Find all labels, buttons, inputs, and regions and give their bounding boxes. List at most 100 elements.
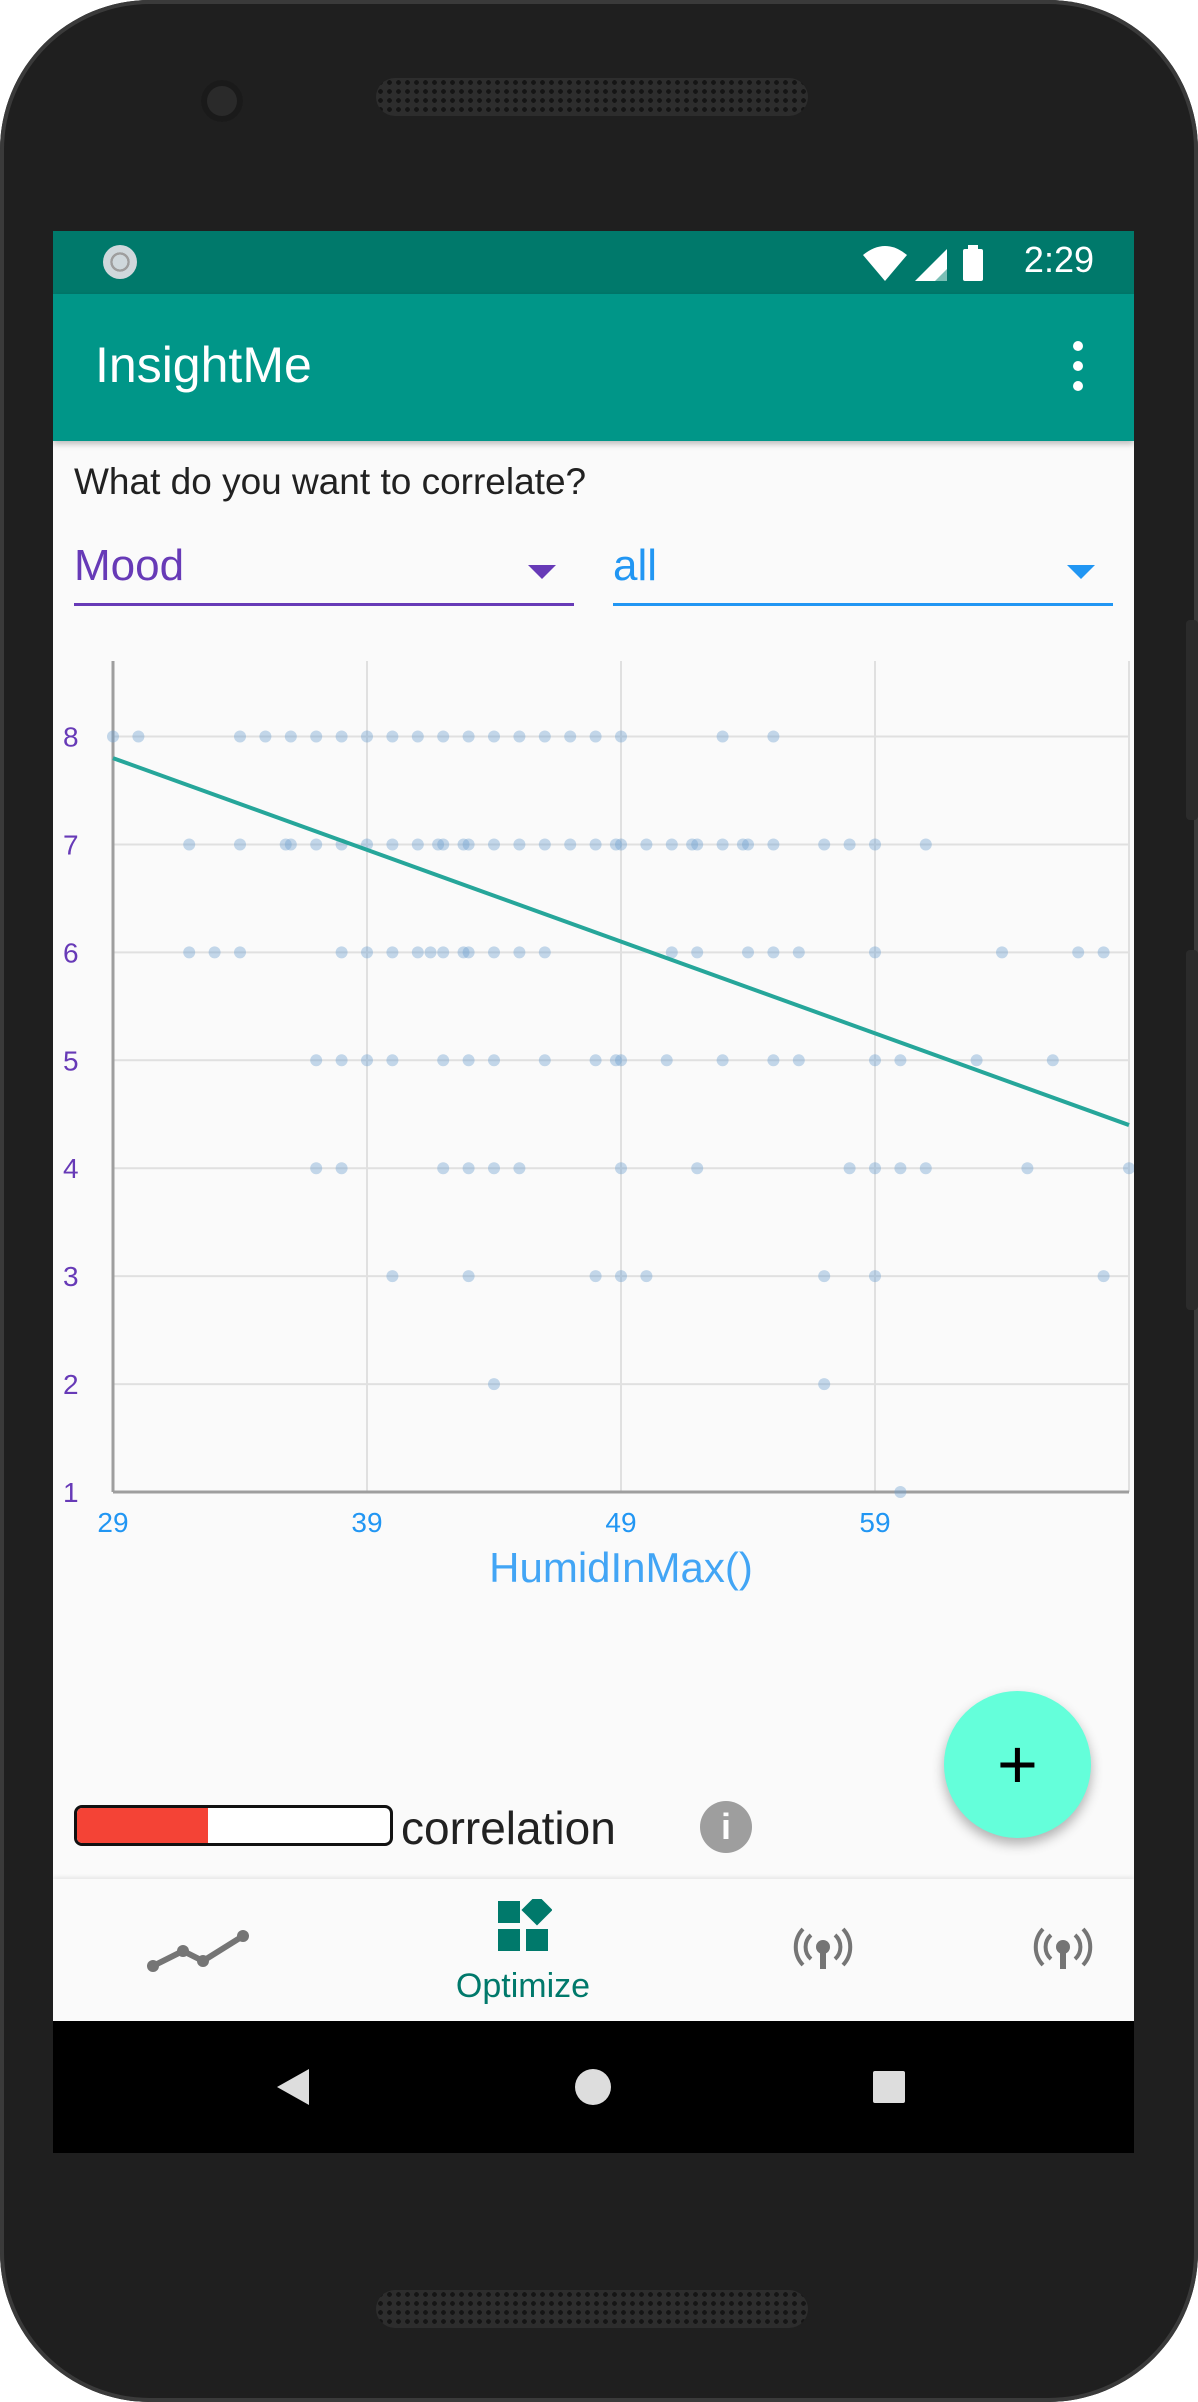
data-point [589,730,602,743]
correlation-label: correlation [401,1802,616,1854]
data-point [462,1162,475,1175]
correlation-bar [74,1805,393,1846]
data-point [742,838,754,851]
scatter-chart[interactable]: 1 2 3 4 5 6 7 8 29 39 49 59 HumidInMax() [53,651,1134,1731]
data-point [589,1054,602,1067]
data-point [1046,1054,1059,1067]
data-point [894,1486,907,1498]
data-point [437,838,450,851]
data-point [386,838,399,851]
y-tick-label: 6 [63,937,79,968]
signal-icon [915,249,947,281]
system-navigation-bar [53,2021,1134,2153]
nav-item-trend[interactable] [113,1879,293,2021]
data-point [488,730,500,743]
trend-icon [147,1930,249,1972]
data-point [615,730,627,743]
data-point [488,1378,500,1391]
data-point [488,946,500,959]
nav-item-broadcast-2[interactable] [973,1879,1134,2021]
nav-item-broadcast-1[interactable] [733,1879,913,2021]
data-point [589,1270,602,1283]
data-point [716,730,729,743]
data-point [1072,946,1085,959]
page-question: What do you want to correlate? [74,461,587,502]
data-point [310,1054,323,1067]
data-point [736,838,749,851]
data-point [284,730,297,743]
data-point [424,946,437,959]
y-tick-label: 8 [63,722,79,753]
data-point [234,730,246,743]
power-button [1186,950,1198,1310]
add-button[interactable]: + [944,1691,1091,1838]
data-point [767,730,780,743]
data-point [437,946,450,959]
data-point [310,838,323,851]
data-point [488,1054,500,1067]
data-point [538,838,551,851]
data-point [361,946,373,959]
data-point [609,1054,622,1067]
data-point [894,1162,907,1175]
primary-attribute-dropdown[interactable]: Mood [74,541,574,606]
y-tick-label: 2 [63,1369,79,1400]
data-point [919,1162,932,1175]
dashboard-icon [498,1899,552,1951]
data-point [462,838,475,851]
data-point [564,838,577,851]
back-icon[interactable] [273,2067,313,2107]
nav-item-optimize[interactable]: Optimize [383,1879,663,2021]
recents-icon[interactable] [871,2069,907,2105]
data-point [818,1270,831,1283]
data-point [869,946,881,959]
info-icon[interactable]: i [700,1801,752,1853]
data-point [259,730,272,743]
data-point [432,838,445,851]
data-point [869,1054,881,1067]
chevron-down-icon [1067,565,1095,579]
data-point [1097,1270,1110,1283]
battery-icon [963,249,983,281]
data-point [335,730,348,743]
data-point [457,946,470,959]
data-point [538,946,551,959]
data-point [792,946,805,959]
secondary-attribute-dropdown[interactable]: all [613,541,1113,606]
data-point [183,838,196,851]
chevron-down-icon [528,565,556,579]
data-point [361,730,373,743]
data-point [767,1054,780,1067]
home-icon[interactable] [573,2067,613,2107]
data-point [996,946,1008,959]
data-point [183,946,196,959]
bottom-navigation: Optimize [53,1879,1134,2021]
status-icons [863,245,983,281]
data-point [609,838,622,851]
data-point [335,1054,348,1067]
regression-line [112,756,1130,1127]
status-bar: 2:29 [53,231,1134,294]
y-tick-label: 1 [63,1477,79,1508]
data-point [818,838,831,851]
data-point [513,838,526,851]
data-point [208,946,221,959]
data-point [691,946,704,959]
y-tick-label: 3 [63,1261,79,1292]
data-point [411,946,424,959]
overflow-menu-icon[interactable] [1066,341,1090,401]
data-point [691,838,704,851]
data-point [457,838,470,851]
data-point [792,1054,805,1067]
y-tick-label: 5 [63,1045,79,1076]
data-point [716,838,729,851]
broadcast-icon [793,1927,853,1969]
broadcast-icon [1033,1927,1093,1969]
data-point [234,946,246,959]
data-point [869,1270,881,1283]
y-tick-label: 4 [63,1153,79,1184]
correlation-bar-fill [77,1808,209,1843]
data-point [564,730,577,743]
data-point [386,1270,399,1283]
